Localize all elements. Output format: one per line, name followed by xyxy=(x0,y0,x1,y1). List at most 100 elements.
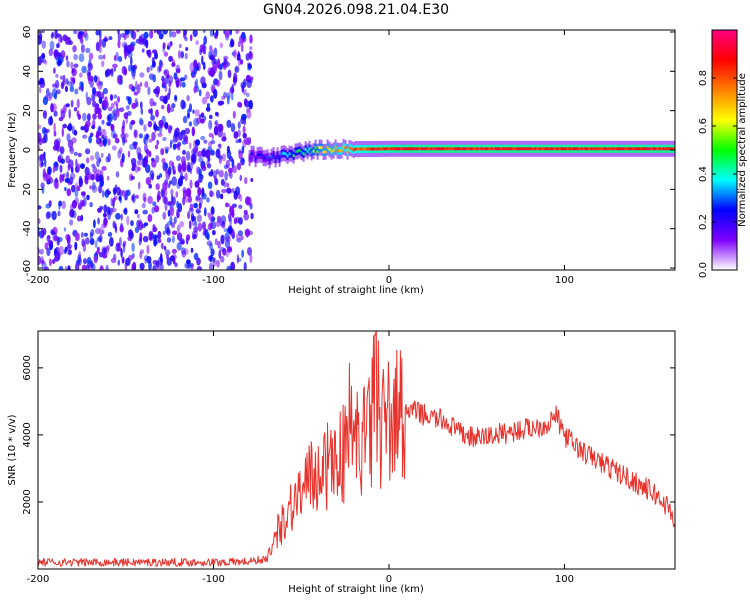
noise-blob xyxy=(213,125,219,136)
noise-blob xyxy=(200,113,205,118)
noise-blob xyxy=(160,255,163,265)
noise-blob xyxy=(107,210,111,220)
noise-blob xyxy=(93,172,97,180)
noise-blob xyxy=(44,157,47,168)
noise-blob xyxy=(196,257,201,266)
noise-blob xyxy=(144,258,147,265)
noise-blob xyxy=(186,94,190,102)
noise-blob xyxy=(52,166,56,174)
noise-blob xyxy=(119,225,124,233)
noise-blob xyxy=(226,150,232,160)
noise-blob xyxy=(64,177,70,183)
noise-blob xyxy=(136,159,143,166)
ridge-core xyxy=(458,147,461,151)
noise-blob xyxy=(131,242,135,252)
ridge-core xyxy=(378,147,381,151)
snr-x-axis-label: Height of straight line (km) xyxy=(288,584,424,595)
noise-blob xyxy=(102,138,107,147)
noise-blob xyxy=(234,66,239,73)
ridge-core xyxy=(368,147,371,151)
noise-blob xyxy=(79,81,84,87)
ridge-core xyxy=(612,147,615,151)
noise-blob xyxy=(143,124,147,132)
noise-blob xyxy=(86,157,90,164)
noise-blob xyxy=(156,139,159,146)
noise-blob xyxy=(175,68,181,74)
noise-blob xyxy=(41,58,47,64)
noise-blob xyxy=(83,258,87,265)
ridge-core xyxy=(652,147,655,151)
noise-blob xyxy=(83,232,88,237)
noise-blob xyxy=(141,48,145,53)
ridge-core xyxy=(248,156,251,160)
ridge-core xyxy=(352,148,355,152)
noise-blob xyxy=(218,170,224,178)
noise-blob xyxy=(152,201,157,207)
noise-blob xyxy=(241,119,244,124)
noise-blob xyxy=(101,166,107,171)
noise-blob xyxy=(69,146,75,155)
noise-blob xyxy=(70,76,75,82)
noise-blob xyxy=(238,204,243,209)
noise-blob xyxy=(128,83,134,90)
noise-blob xyxy=(200,135,206,141)
noise-blob xyxy=(206,240,213,246)
noise-blob xyxy=(64,36,70,45)
noise-blob xyxy=(217,155,223,160)
noise-blob xyxy=(194,220,198,227)
ridge-core xyxy=(562,147,565,151)
snr-y-tick-label: 2000 xyxy=(22,489,33,514)
noise-blob xyxy=(64,85,68,93)
noise-blob xyxy=(46,128,50,133)
noise-blob xyxy=(188,195,193,203)
noise-blob xyxy=(53,92,58,100)
noise-blob xyxy=(121,256,125,264)
noise-blob xyxy=(101,128,107,139)
noise-blob xyxy=(89,238,95,246)
noise-blob xyxy=(96,236,102,242)
noise-blob xyxy=(49,115,53,125)
noise-blob xyxy=(175,64,181,74)
noise-blob xyxy=(147,214,153,223)
noise-blob xyxy=(38,255,42,265)
noise-blob xyxy=(109,236,114,247)
ridge-core xyxy=(366,147,369,151)
noise-blob xyxy=(185,237,189,245)
noise-blob xyxy=(130,68,136,77)
noise-blob xyxy=(178,50,181,59)
noise-blob xyxy=(139,119,144,126)
noise-blob xyxy=(98,54,104,60)
noise-blob xyxy=(171,31,177,38)
noise-blob xyxy=(192,30,198,38)
ridge-core xyxy=(292,154,295,158)
noise-blob xyxy=(217,148,221,156)
ridge-core xyxy=(356,147,359,151)
noise-blob xyxy=(167,42,173,48)
noise-blob xyxy=(142,192,147,202)
noise-blob xyxy=(150,114,155,121)
noise-blob xyxy=(183,74,188,80)
noise-blob xyxy=(226,187,232,195)
noise-blob xyxy=(208,119,213,130)
ridge-core xyxy=(544,147,547,151)
noise-blob xyxy=(82,112,87,122)
ridge-core xyxy=(594,147,597,151)
noise-blob xyxy=(230,38,234,48)
noise-blob xyxy=(241,249,244,258)
ridge-core xyxy=(568,147,571,151)
noise-blob xyxy=(167,209,171,217)
noise-blob xyxy=(40,182,45,189)
noise-blob xyxy=(54,182,59,190)
noise-blob xyxy=(101,99,107,109)
noise-blob xyxy=(80,44,85,54)
noise-blob xyxy=(111,129,116,139)
noise-blob xyxy=(247,66,252,71)
snr-frame xyxy=(37,330,676,570)
ridge-core xyxy=(318,146,321,149)
noise-blob xyxy=(139,72,145,78)
noise-blob xyxy=(241,34,246,39)
noise-blob xyxy=(116,245,122,252)
ridge-core xyxy=(488,147,491,151)
noise-blob xyxy=(78,53,85,63)
noise-blob xyxy=(109,94,114,101)
